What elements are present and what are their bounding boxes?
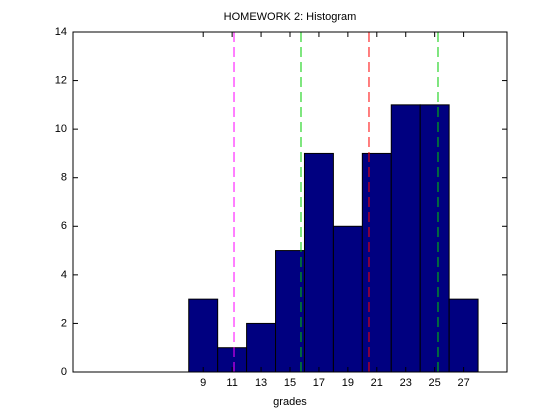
y-tick-label: 4 [61,269,67,281]
bar [448,298,479,373]
y-tick-label: 0 [61,366,67,378]
bar [246,322,277,373]
x-tick-label: 25 [429,377,441,389]
x-tick-label: 15 [284,377,296,389]
y-tick-label: 2 [61,317,67,329]
x-axis-label: grades [273,396,307,408]
y-tick-label: 14 [55,26,67,38]
chart-title: HOMEWORK 2: Histogram [224,11,357,23]
bar [361,152,392,373]
y-tick-label: 8 [61,172,67,184]
x-tick-label: 21 [371,377,383,389]
x-tick-label: 11 [226,377,237,389]
x-tick-label: 17 [313,377,325,389]
x-tick-label: 13 [255,377,267,389]
bar [275,250,305,373]
x-tick-label: 27 [457,377,469,389]
bar [332,225,363,373]
bar [303,152,334,373]
y-tick-label: 10 [55,123,67,135]
x-tick-label: 9 [200,377,206,389]
bar [188,298,219,373]
y-tick-label: 12 [55,74,67,86]
y-tick-label: 6 [61,220,67,232]
bar [390,104,421,373]
x-tick-label: 23 [400,377,412,389]
bar [419,104,450,373]
x-tick-label: 19 [342,377,354,389]
